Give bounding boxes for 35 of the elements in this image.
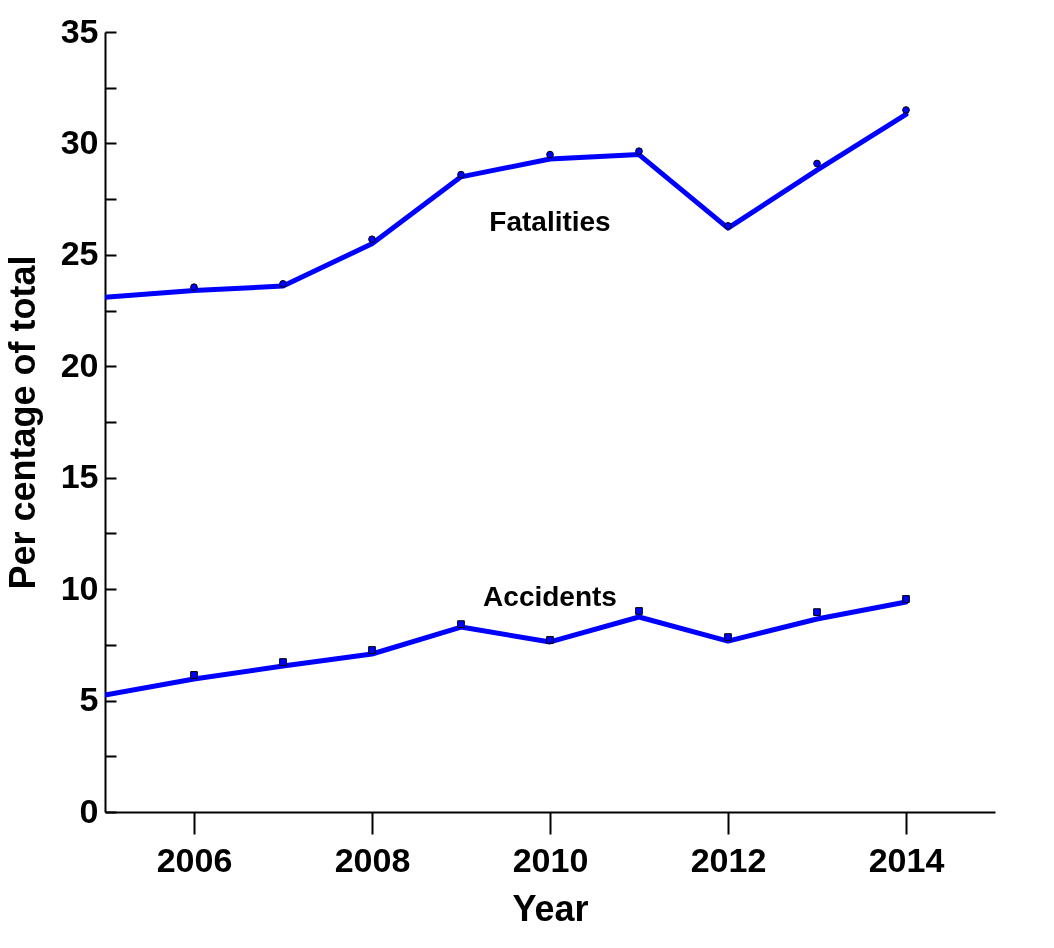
point bbox=[368, 646, 376, 654]
x-tick-label: 2014 bbox=[868, 840, 945, 879]
point bbox=[635, 147, 643, 156]
point bbox=[813, 159, 821, 168]
point bbox=[368, 235, 376, 244]
y-tick-label: 5 bbox=[79, 680, 99, 719]
y-tick-label: 15 bbox=[60, 457, 99, 496]
point bbox=[279, 279, 287, 288]
x-tick-label: 2010 bbox=[512, 840, 589, 879]
x-tick-label: 2006 bbox=[156, 840, 233, 879]
point bbox=[190, 671, 198, 679]
y-tick-label: 25 bbox=[60, 234, 99, 273]
y-tick-label: 35 bbox=[60, 11, 99, 50]
series-label: Accidents bbox=[483, 580, 617, 612]
y-tick-label: 30 bbox=[60, 122, 99, 161]
point bbox=[813, 608, 821, 616]
point bbox=[279, 658, 287, 666]
x-axis-title: Year bbox=[512, 887, 589, 929]
y-axis-title: Per centage of total bbox=[1, 255, 43, 590]
point bbox=[724, 222, 732, 230]
series-label: Fatalities bbox=[489, 206, 611, 238]
y-tick-label: 0 bbox=[79, 791, 99, 830]
y-tick-label: 10 bbox=[60, 568, 99, 607]
point bbox=[457, 170, 465, 179]
point bbox=[546, 636, 554, 644]
point bbox=[457, 620, 465, 628]
point bbox=[902, 106, 910, 114]
x-tick-label: 2008 bbox=[334, 840, 411, 879]
point bbox=[546, 150, 554, 159]
point bbox=[902, 595, 910, 603]
point bbox=[635, 607, 643, 615]
point bbox=[724, 633, 732, 641]
point bbox=[190, 283, 198, 292]
y-tick-label: 20 bbox=[60, 345, 99, 384]
x-tick-label: 2012 bbox=[690, 840, 767, 879]
